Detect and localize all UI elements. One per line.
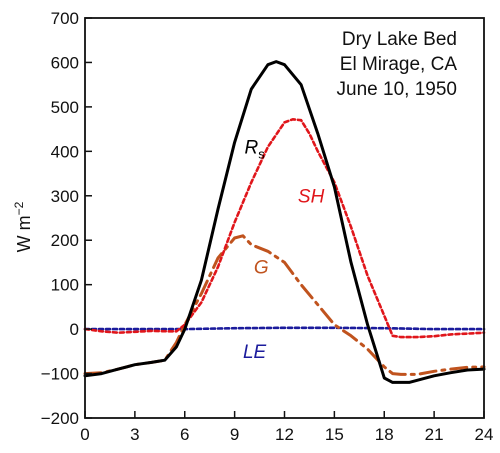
axis-ticks: 0 3 6 9 12 15 18 21 24 −200 −100 0 100 200 300 400 500 60… bbox=[41, 9, 494, 444]
x-tick-label: 0 bbox=[80, 425, 89, 444]
y-axis-label: W m−2 bbox=[12, 201, 34, 252]
y-axis-label-exponent: −2 bbox=[12, 201, 26, 215]
annotation-line-2: El Mirage, CA bbox=[340, 54, 458, 75]
y-tick-label: 700 bbox=[51, 9, 79, 28]
y-tick-label: −100 bbox=[41, 365, 79, 384]
series-label-sh: SH bbox=[298, 186, 325, 207]
y-tick-label: 400 bbox=[51, 142, 79, 161]
plot-frame bbox=[84, 17, 485, 419]
x-tick-label: 12 bbox=[275, 425, 294, 444]
y-tick-label: 0 bbox=[70, 320, 79, 339]
annotation-block: Dry Lake Bed El Mirage, CA June 10, 1950 bbox=[337, 29, 458, 100]
x-tick-label: 3 bbox=[130, 425, 139, 444]
y-tick-label: 300 bbox=[51, 187, 79, 206]
series-layer bbox=[83, 60, 486, 384]
series-line-g bbox=[83, 234, 486, 376]
x-tick-label: 24 bbox=[475, 425, 494, 444]
annotation-line-3: June 10, 1950 bbox=[337, 79, 457, 100]
x-tick-label: 21 bbox=[425, 425, 444, 444]
y-tick-label: 100 bbox=[51, 276, 79, 295]
series-label-le: LE bbox=[243, 342, 267, 363]
series-labels: LE G SH Rs bbox=[243, 138, 325, 363]
y-tick-label: 600 bbox=[51, 53, 79, 72]
x-tick-label: 9 bbox=[230, 425, 239, 444]
y-tick-label: 200 bbox=[51, 231, 79, 250]
x-tick-label: 18 bbox=[375, 425, 394, 444]
y-tick-label: −200 bbox=[41, 409, 79, 428]
annotation-line-1: Dry Lake Bed bbox=[342, 29, 457, 50]
series-line-rs bbox=[83, 60, 486, 384]
series-label-rs: Rs bbox=[244, 138, 265, 162]
series-line-le bbox=[83, 326, 486, 331]
x-tick-label: 15 bbox=[325, 425, 344, 444]
series-line-sh bbox=[83, 118, 486, 339]
series-label-g: G bbox=[254, 258, 269, 279]
y-axis-label-text: W m bbox=[14, 215, 34, 252]
y-tick-label: 500 bbox=[51, 98, 79, 117]
x-tick-label: 6 bbox=[180, 425, 189, 444]
